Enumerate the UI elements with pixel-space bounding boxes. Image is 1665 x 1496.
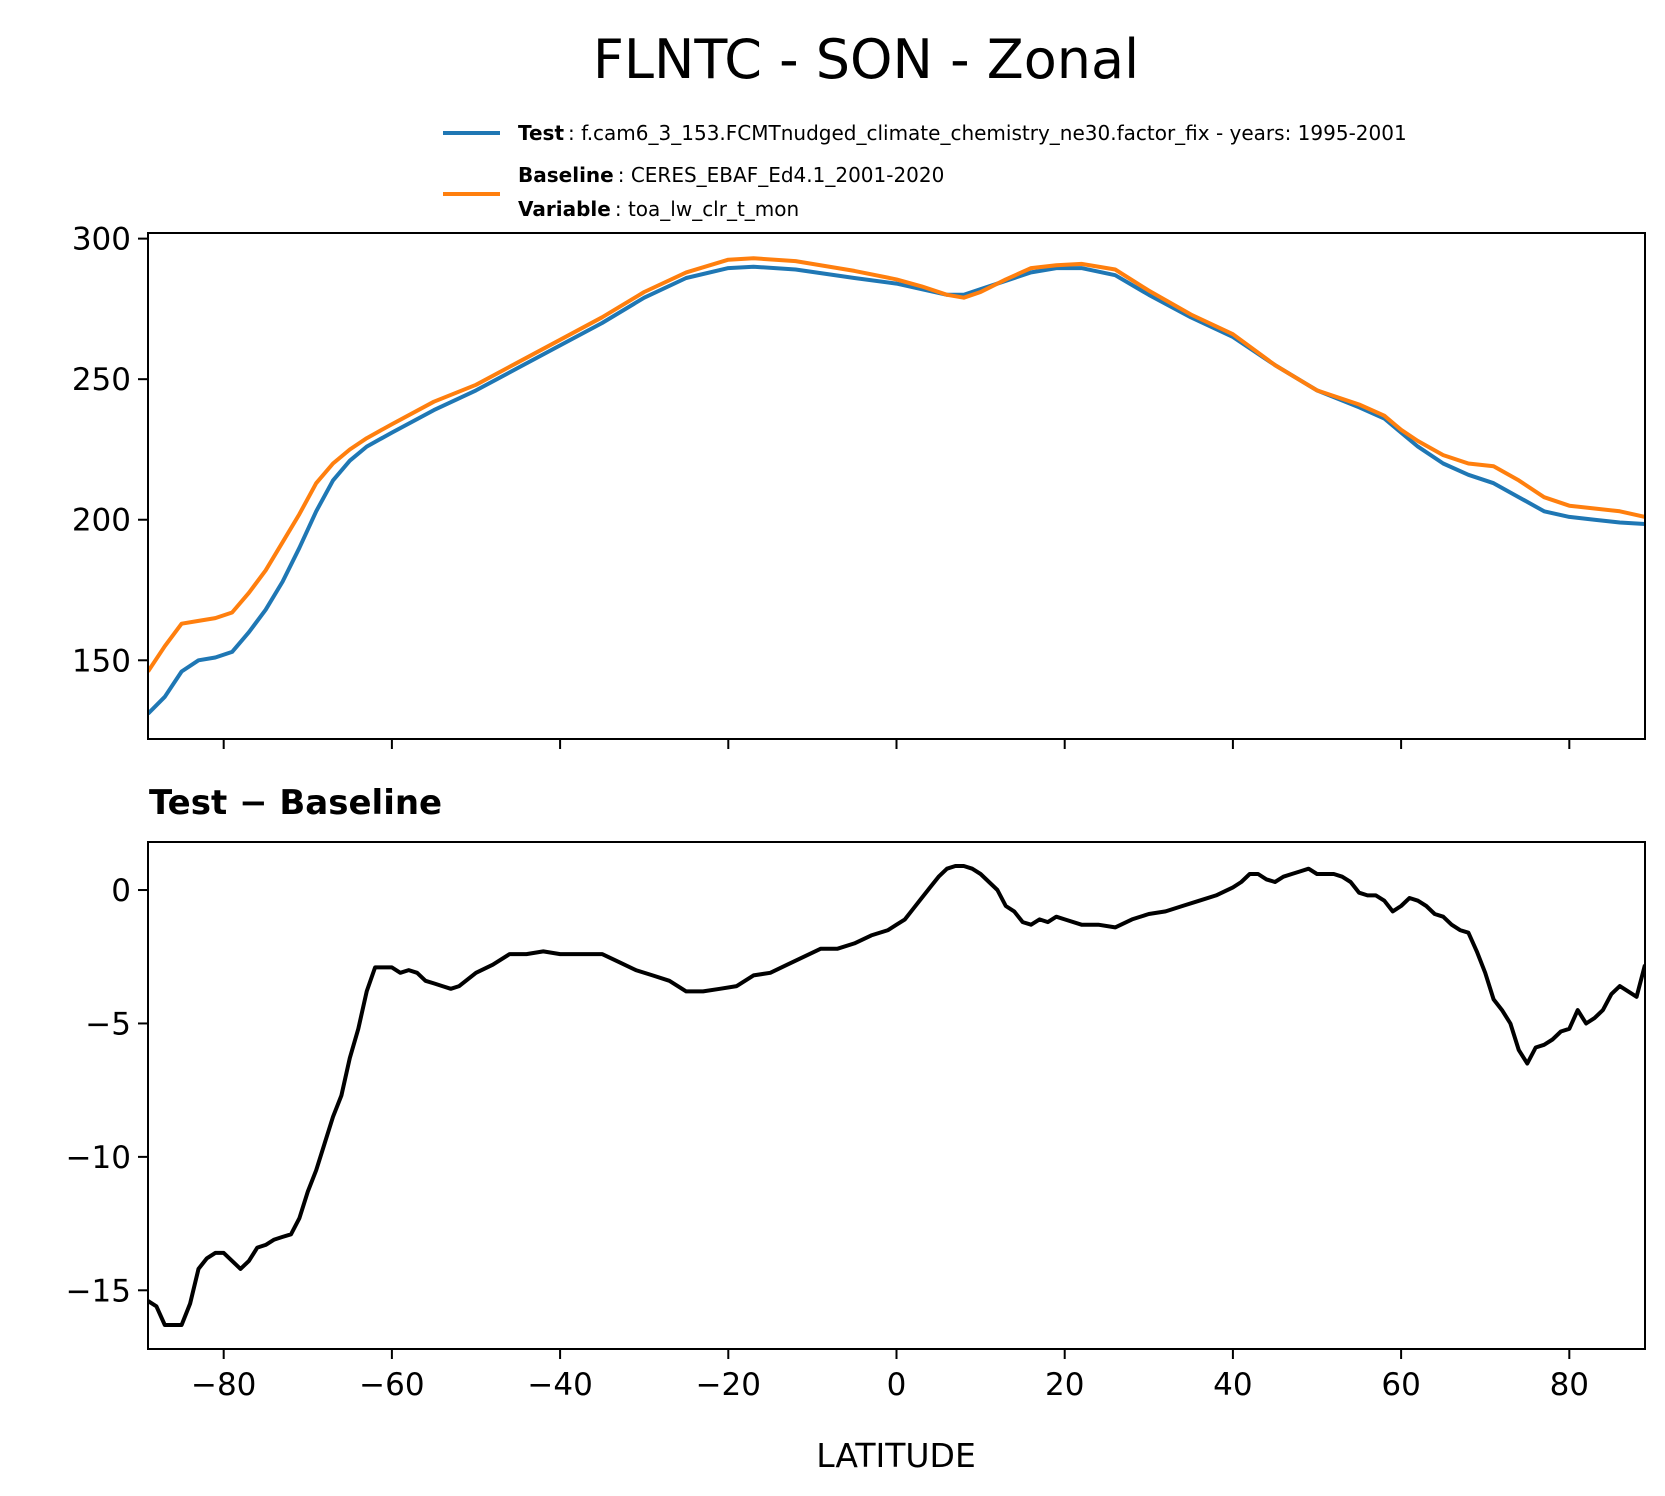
difference-panel-title: Test − Baseline [149,783,442,823]
top-panel: 150 200 250 300 [72,222,1646,749]
diff-y-tick-label: −10 [66,1140,131,1176]
chart-title: FLNTC - SON - Zonal [593,28,1139,91]
x-axis-label: LATITUDE [816,1436,976,1475]
diff-y-tick-label: −15 [66,1273,131,1309]
top-series-line-baseline [148,256,1645,673]
legend-test-label: Test: f.cam6_3_153.FCMTnudged_climate_ch… [518,121,1407,145]
diff-axes-frame [147,841,1646,1350]
diff-x-tick-label: 80 [1550,1367,1589,1403]
difference-panel: −80 −60 −40 −20 0 20 40 60 80 0 −5 −10 −15 [66,841,1646,1403]
top-y-tick-label: 250 [72,362,131,398]
top-y-tick-label: 200 [72,503,131,539]
legend: Test: f.cam6_3_153.FCMTnudged_climate_ch… [443,121,1407,221]
top-axes-frame [147,232,1646,740]
diff-x-tick-label: 60 [1381,1367,1420,1403]
legend-variable-label: Variable: toa_lw_clr_t_mon [518,197,799,221]
diff-y-tick-label: −5 [85,1006,131,1042]
top-series-line-test [148,264,1645,716]
diff-x-tick-label: −40 [527,1367,592,1403]
diff-x-tick-label: −80 [191,1367,256,1403]
diff-x-tick-label: 0 [887,1367,907,1403]
diff-x-tick-label: −60 [359,1367,424,1403]
top-y-tick-label: 300 [72,222,131,258]
diff-x-tick-label: 20 [1045,1367,1084,1403]
diff-x-tick-label: 40 [1213,1367,1252,1403]
legend-baseline-label: Baseline: CERES_EBAF_Ed4.1_2001-2020 [518,163,944,187]
top-y-tick-label: 150 [72,643,131,679]
diff-x-tick-label: −20 [696,1367,761,1403]
diff-series-line-difference [148,864,1645,1327]
diff-y-tick-label: 0 [111,873,131,909]
